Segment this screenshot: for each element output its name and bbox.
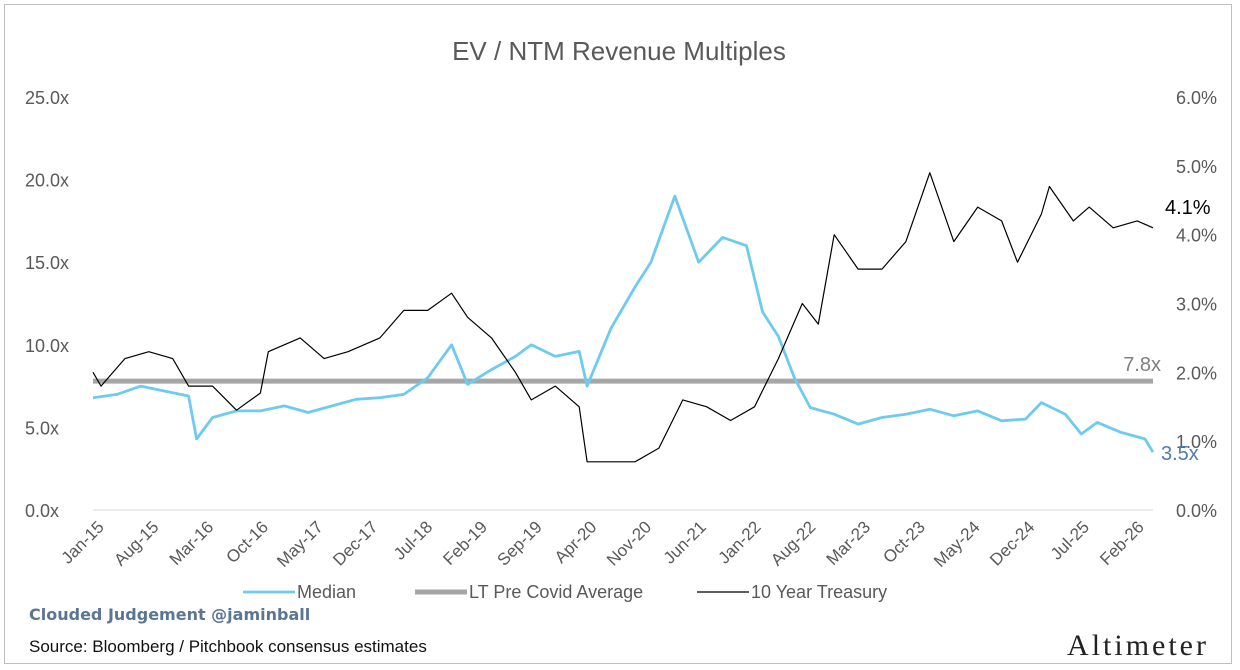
- x-tick-label: Apr-20: [551, 517, 601, 567]
- chart-title: EV / NTM Revenue Multiples: [452, 36, 786, 66]
- watermark: Clouded Judgement @jaminball: [29, 605, 311, 624]
- x-tick-label: Nov-20: [603, 517, 655, 569]
- y-left-tick-label: 25.0x: [25, 88, 69, 108]
- legend-label: Median: [297, 582, 356, 602]
- x-tick-label: Sep-19: [494, 517, 546, 569]
- x-tick-label: Jan-15: [58, 517, 108, 567]
- x-tick-label: Jan-22: [714, 517, 764, 567]
- series-layer: [92, 172, 1155, 463]
- y-left-tick-label: 15.0x: [25, 253, 69, 273]
- series-line-10-year-treasury: [92, 172, 1154, 463]
- x-tick-label: Feb-26: [1096, 517, 1148, 569]
- legend-label: 10 Year Treasury: [751, 582, 887, 602]
- y-right-tick-label: 5.0%: [1176, 157, 1217, 177]
- x-tick-label: Mar-23: [823, 517, 875, 569]
- x-tick-label: May-24: [930, 517, 984, 571]
- y-right-tick-label: 3.0%: [1176, 295, 1217, 315]
- legend: Median LT Pre Covid Average 10 Year Treasu…: [243, 582, 887, 602]
- y-right-tick-label: 1.0%: [1176, 432, 1217, 452]
- y-right-tick-label: 4.0%: [1176, 226, 1217, 246]
- avg-end-label: 7.8x: [1123, 354, 1161, 376]
- x-tick-label: Mar-16: [166, 517, 218, 569]
- x-tick-label: Oct-16: [223, 517, 273, 567]
- x-axis-ticks: Jan-15 Aug-15 Mar-16 Oct-16 May-17 Dec-17 Jul-…: [58, 517, 1148, 571]
- y-left-tick-label: 0.0x: [25, 501, 59, 521]
- line-chart: EV / NTM Revenue Multiples 0.0x 5.0x 10.0x…: [25, 36, 1217, 602]
- x-tick-label: Dec-24: [986, 517, 1038, 569]
- y-left-tick-label: 5.0x: [25, 418, 59, 438]
- altimeter-logo: Altimeter: [1067, 629, 1209, 662]
- x-tick-label: Jul-25: [1047, 517, 1093, 563]
- y-right-tick-label: 6.0%: [1176, 88, 1217, 108]
- x-tick-label: Jun-21: [660, 517, 710, 567]
- legend-label: LT Pre Covid Average: [469, 582, 643, 602]
- median-end-label: 3.5x: [1161, 443, 1199, 465]
- x-tick-label: Oct-23: [879, 517, 929, 567]
- y-axis-left-ticks: 0.0x 5.0x 10.0x 15.0x 20.0x 25.0x: [25, 88, 69, 521]
- y-left-tick-label: 20.0x: [25, 171, 69, 191]
- y-left-tick-label: 10.0x: [25, 336, 69, 356]
- treasury-end-label: 4.1%: [1165, 197, 1211, 219]
- x-tick-label: May-17: [273, 517, 327, 571]
- chart-frame: EV / NTM Revenue Multiples 0.0x 5.0x 10.0x…: [4, 4, 1232, 664]
- series-line-median: [92, 194, 1155, 453]
- y-axis-right-ticks: 0.0% 1.0% 2.0% 3.0% 4.0% 5.0% 6.0%: [1176, 88, 1217, 521]
- y-right-tick-label: 0.0%: [1176, 501, 1217, 521]
- x-tick-label: Aug-22: [767, 517, 819, 569]
- x-tick-label: Aug-15: [110, 517, 162, 569]
- source-note: Source: Bloomberg / Pitchbook consensus …: [29, 637, 427, 656]
- x-tick-label: Dec-17: [329, 517, 381, 569]
- x-tick-label: Feb-19: [439, 517, 491, 569]
- x-tick-label: Jul-18: [390, 517, 436, 563]
- y-right-tick-label: 2.0%: [1176, 363, 1217, 383]
